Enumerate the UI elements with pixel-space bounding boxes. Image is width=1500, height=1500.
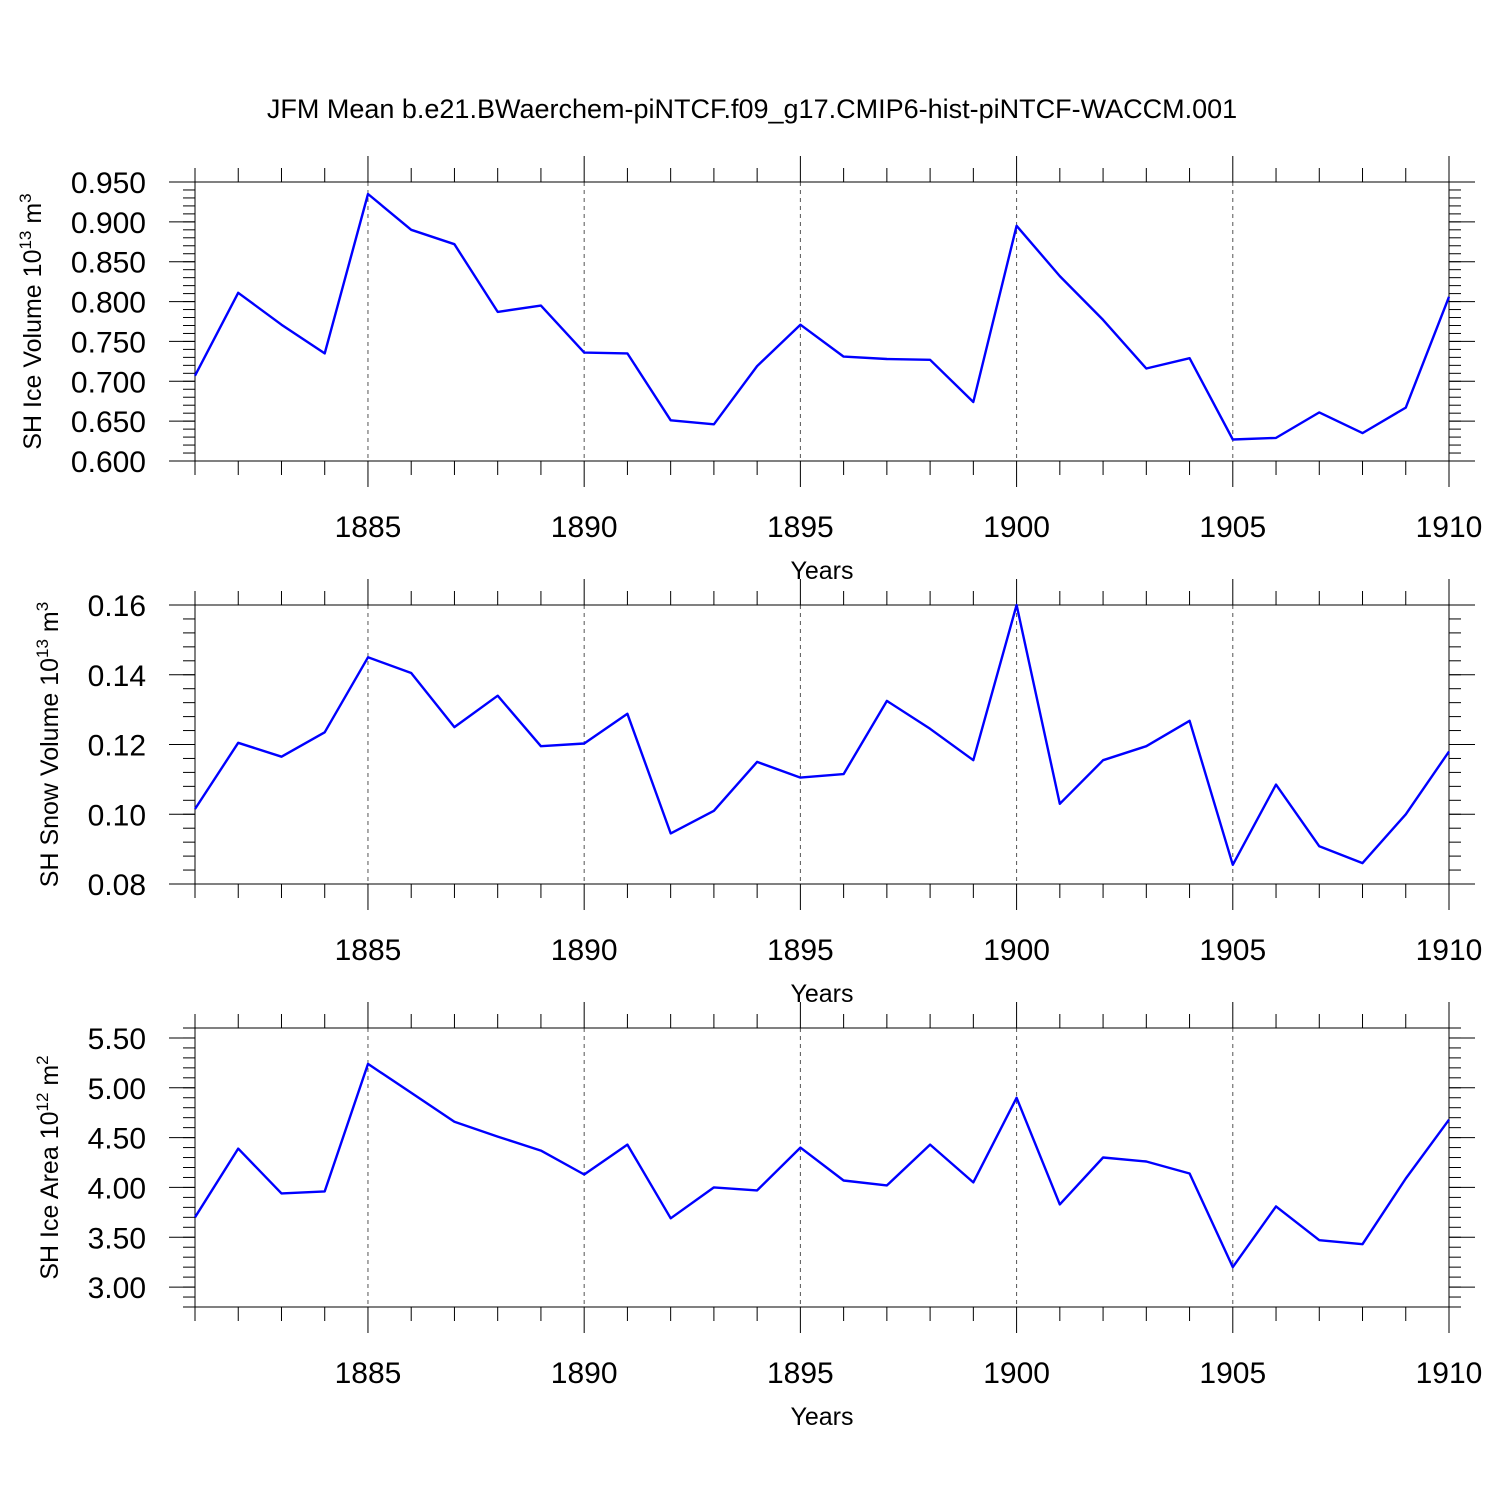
- y-tick-label: 3.50: [88, 1222, 146, 1255]
- x-tick-label: 1895: [767, 934, 834, 967]
- x-tick-label: 1890: [551, 934, 618, 967]
- y-tick-label: 0.700: [71, 366, 146, 399]
- y-tick-label: 0.900: [71, 207, 146, 240]
- x-tick-label: 1890: [551, 511, 618, 544]
- plot-frame: [194, 1027, 1450, 1308]
- x-tick-label: 1890: [551, 1357, 618, 1390]
- x-axis-title: Years: [790, 557, 853, 585]
- x-tick-label: 1905: [1199, 934, 1266, 967]
- y-axis-title: SH Ice Volume 1013 m3: [16, 193, 47, 449]
- series-line: [193, 603, 1450, 866]
- y-tick-label: 0.800: [71, 287, 146, 320]
- y-tick-label: 0.16: [88, 590, 146, 623]
- x-tick-label: 1900: [983, 1357, 1050, 1390]
- panel-1: 1885 1890 1895 1900 1905 1910 Years 0.600 0.650 0…: [16, 156, 1482, 585]
- y-tick-label: 3.00: [88, 1272, 146, 1305]
- y-tick-label: 5.50: [88, 1023, 146, 1056]
- x-tick-label: 1895: [767, 1357, 834, 1390]
- x-tick-label: 1910: [1416, 934, 1483, 967]
- y-axis-title: SH Ice Area 1012 m2: [33, 1055, 64, 1279]
- y-tick-label: 0.14: [88, 660, 146, 693]
- x-tick-label: 1905: [1199, 1357, 1266, 1390]
- y-tick-label: 4.00: [88, 1172, 146, 1205]
- x-tick-label: 1905: [1199, 511, 1266, 544]
- y-tick-label: 0.650: [71, 406, 146, 439]
- x-tick-label: 1885: [335, 1357, 402, 1390]
- y-axis-title: SH Snow Volume 1013 m3: [33, 602, 64, 887]
- y-tick-label: 0.12: [88, 730, 146, 763]
- y-tick-label: 0.08: [88, 869, 146, 902]
- y-tick-label: 0.10: [88, 799, 146, 832]
- x-tick-label: 1910: [1416, 1357, 1483, 1390]
- y-tick-label: 5.00: [88, 1073, 146, 1106]
- y-tick-label: 0.750: [71, 326, 146, 359]
- plot-frame: [194, 604, 1450, 885]
- x-axis-title: Years: [790, 1403, 853, 1431]
- x-tick-label: 1885: [335, 934, 402, 967]
- plot-frame: [194, 181, 1450, 462]
- x-tick-label: 1900: [983, 511, 1050, 544]
- panel-3: 1885 1890 1895 1900 1905 1910 Years 3.00 3.50 4.0…: [33, 1002, 1482, 1431]
- panel-2: 1885 1890 1895 1900 1905 1910 Years 0.08 0.10 0.1…: [33, 579, 1482, 1008]
- x-tick-label: 1900: [983, 934, 1050, 967]
- x-tick-label: 1910: [1416, 511, 1483, 544]
- x-tick-label: 1885: [335, 511, 402, 544]
- y-tick-label: 0.600: [71, 446, 146, 479]
- y-tick-label: 0.950: [71, 167, 146, 200]
- x-tick-label: 1895: [767, 511, 834, 544]
- x-axis-title: Years: [790, 980, 853, 1008]
- chart-title: JFM Mean b.e21.BWaerchem-piNTCF.f09_g17.…: [267, 94, 1237, 124]
- y-tick-label: 0.850: [71, 247, 146, 280]
- series-line: [193, 1062, 1450, 1269]
- y-tick-label: 4.50: [88, 1123, 146, 1156]
- series-line: [193, 192, 1451, 441]
